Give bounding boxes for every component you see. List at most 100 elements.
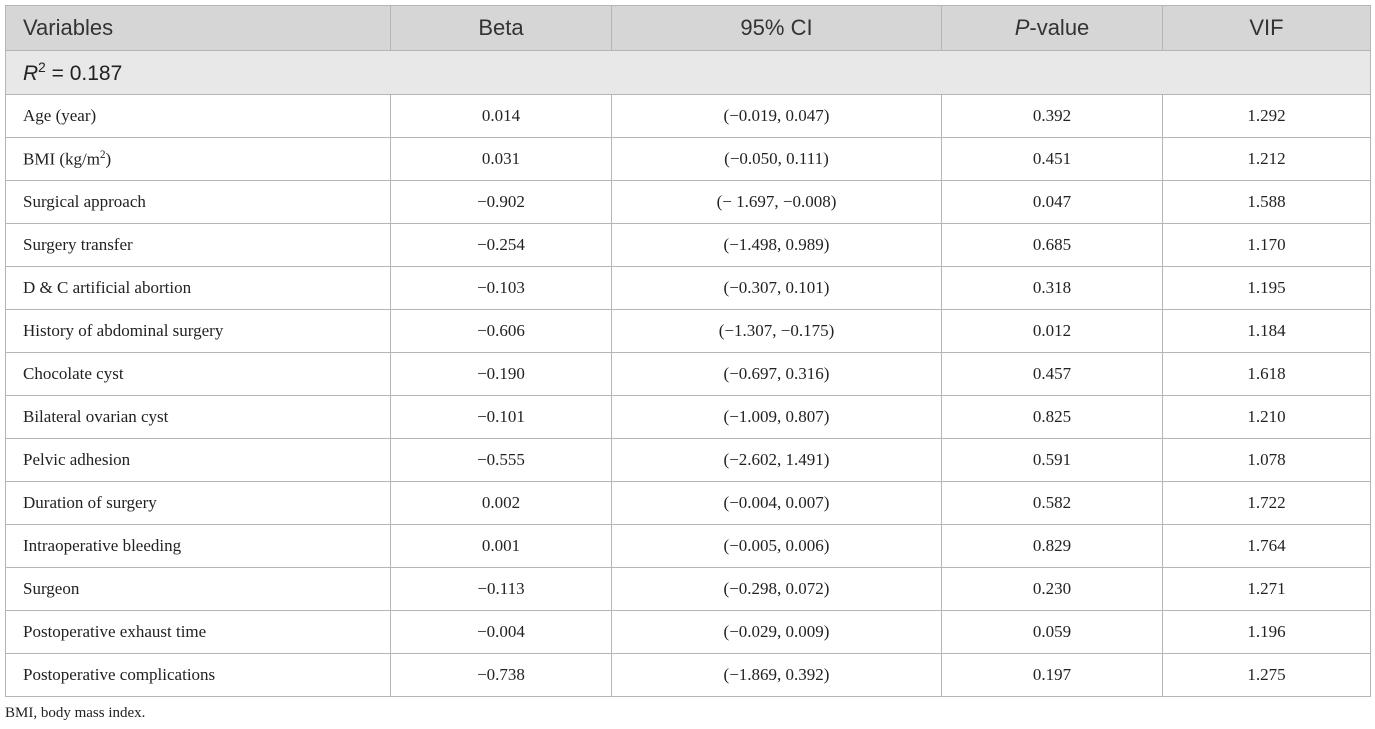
cell: 0.392: [941, 94, 1163, 138]
cell: 0.002: [390, 481, 612, 525]
cell: Pelvic adhesion: [5, 438, 391, 482]
cell: 1.588: [1162, 180, 1371, 224]
data-row: Intraoperative bleeding 0.001 (−0.005, 0.0…: [5, 524, 1371, 568]
cell: (−0.019, 0.047): [611, 94, 942, 138]
cell: (−1.009, 0.807): [611, 395, 942, 439]
header-cell: VIF: [1162, 5, 1371, 51]
header-cell: 95% CI: [611, 5, 942, 51]
header-cell: Variables: [5, 5, 391, 51]
cell: (−0.050, 0.111): [611, 137, 942, 181]
cell: −0.101: [390, 395, 612, 439]
cell: 1.722: [1162, 481, 1371, 525]
cell: 0.451: [941, 137, 1163, 181]
data-row: Postoperative complications −0.738 (−1.869…: [5, 653, 1371, 697]
header-cell: P-value: [941, 5, 1163, 51]
cell: 0.685: [941, 223, 1163, 267]
cell: 1.078: [1162, 438, 1371, 482]
italic-text: R: [23, 61, 39, 85]
cell: 0.001: [390, 524, 612, 568]
cell: (−2.602, 1.491): [611, 438, 942, 482]
cell: Postoperative exhaust time: [5, 610, 391, 654]
cell: 1.618: [1162, 352, 1371, 396]
data-row: Surgery transfer −0.254 (−1.498, 0.989) 0.6…: [5, 223, 1371, 267]
footnote: BMI, body mass index.: [5, 705, 146, 721]
cell: 1.275: [1162, 653, 1371, 697]
header-row: Variables Beta 95% CI P-value VIF: [5, 5, 1371, 51]
cell: Surgeon: [5, 567, 391, 611]
cell: Age (year): [5, 94, 391, 138]
cell: −0.555: [390, 438, 612, 482]
cell: 0.230: [941, 567, 1163, 611]
data-row: D & C artificial abortion −0.103 (−0.307, …: [5, 266, 1371, 310]
cell: −0.113: [390, 567, 612, 611]
header-cell: Beta: [390, 5, 612, 51]
cell: History of abdominal surgery: [5, 309, 391, 353]
cell: 0.825: [941, 395, 1163, 439]
cell: Chocolate cyst: [5, 352, 391, 396]
cell: 0.014: [390, 94, 612, 138]
cell: −0.254: [390, 223, 612, 267]
cell: −0.190: [390, 352, 612, 396]
cell: 1.184: [1162, 309, 1371, 353]
cell: −0.004: [390, 610, 612, 654]
cell: (−0.004, 0.007): [611, 481, 942, 525]
cell: 1.212: [1162, 137, 1371, 181]
cell: (−0.029, 0.009): [611, 610, 942, 654]
cell: −0.902: [390, 180, 612, 224]
text: -value: [1029, 15, 1090, 40]
cell: 0.059: [941, 610, 1163, 654]
superscript: 2: [99, 148, 106, 161]
cell: (−1.307, −0.175): [611, 309, 942, 353]
cell: (−1.498, 0.989): [611, 223, 942, 267]
cell: 0.047: [941, 180, 1163, 224]
cell: Postoperative complications: [5, 653, 391, 697]
cell: 0.318: [941, 266, 1163, 310]
data-row: BMI (kg/m2) 0.031 (−0.050, 0.111) 0.451 1.21…: [5, 137, 1371, 181]
data-row: Chocolate cyst −0.190 (−0.697, 0.316) 0.457…: [5, 352, 1371, 396]
data-row: History of abdominal surgery −0.606 (−1.30…: [5, 309, 1371, 353]
text: BMI (kg/m: [23, 149, 100, 169]
cell: (−0.298, 0.072): [611, 567, 942, 611]
data-row: Surgical approach −0.902 (− 1.697, −0.008)…: [5, 180, 1371, 224]
data-row: Bilateral ovarian cyst −0.101 (−1.009, 0.8…: [5, 395, 1371, 439]
cell: 0.591: [941, 438, 1163, 482]
cell: (−0.307, 0.101): [611, 266, 942, 310]
text: ): [105, 149, 112, 169]
cell: −0.738: [390, 653, 612, 697]
cell: 1.764: [1162, 524, 1371, 568]
data-row: Postoperative exhaust time −0.004 (−0.029,…: [5, 610, 1371, 654]
cell: (− 1.697, −0.008): [611, 180, 942, 224]
cell: Duration of surgery: [5, 481, 391, 525]
superscript: 2: [38, 59, 46, 75]
data-row: Surgeon −0.113 (−0.298, 0.072) 0.230 1.271: [5, 567, 1371, 611]
fit-cell: R2 = 0.187: [5, 50, 1371, 95]
cell: 0.012: [941, 309, 1163, 353]
cell: BMI (kg/m2): [5, 137, 391, 181]
cell: (−0.005, 0.006): [611, 524, 942, 568]
cell: 0.457: [941, 352, 1163, 396]
cell: (−1.869, 0.392): [611, 653, 942, 697]
cell: 1.210: [1162, 395, 1371, 439]
data-row: Age (year) 0.014 (−0.019, 0.047) 0.392 1.292: [5, 94, 1371, 138]
cell: 1.170: [1162, 223, 1371, 267]
cell: Surgical approach: [5, 180, 391, 224]
cell: 1.271: [1162, 567, 1371, 611]
italic-text: P: [1014, 15, 1030, 40]
cell: 0.031: [390, 137, 612, 181]
cell: Bilateral ovarian cyst: [5, 395, 391, 439]
cell: D & C artificial abortion: [5, 266, 391, 310]
regression-table: Variables Beta 95% CI P-value VIF R2 = 0.187 A…: [5, 5, 1371, 697]
text: = 0.187: [45, 61, 123, 85]
cell: (−0.697, 0.316): [611, 352, 942, 396]
cell: 0.197: [941, 653, 1163, 697]
cell: −0.606: [390, 309, 612, 353]
data-row: Duration of surgery 0.002 (−0.004, 0.007) 0…: [5, 481, 1371, 525]
cell: 0.829: [941, 524, 1163, 568]
fit-row: R2 = 0.187: [5, 50, 1371, 95]
cell: 1.292: [1162, 94, 1371, 138]
cell: 1.195: [1162, 266, 1371, 310]
cell: 1.196: [1162, 610, 1371, 654]
cell: Surgery transfer: [5, 223, 391, 267]
cell: 0.582: [941, 481, 1163, 525]
